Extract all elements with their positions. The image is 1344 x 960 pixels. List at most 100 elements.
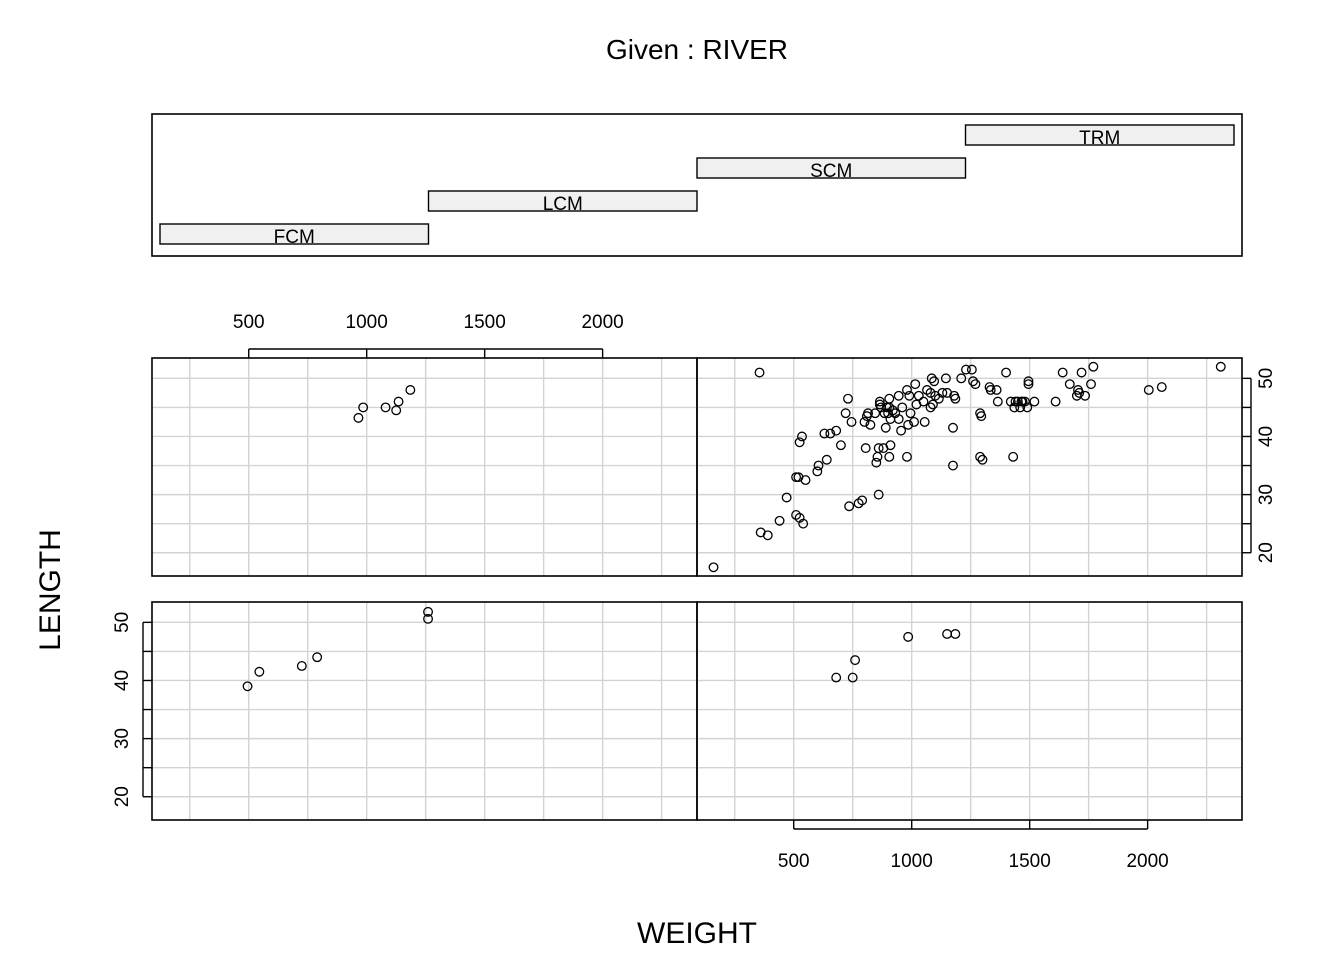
data-point [1086,379,1096,390]
panel-frame [151,357,698,577]
data-point [977,454,988,465]
data-point [925,402,936,413]
data-point [825,428,836,439]
data-point [840,408,851,419]
data-point [871,457,882,468]
y-tick-label: 30 [1256,484,1277,505]
data-point [1050,396,1061,407]
data-point [1029,396,1040,407]
data-point [1023,379,1034,390]
x-tick-label: 1500 [1009,851,1051,872]
data-point [991,385,1002,395]
given-bar-trm [964,124,1235,146]
data-point [843,393,853,404]
y-tick-label: 20 [1256,542,1277,563]
given-bar-scm [696,157,967,179]
data-point [797,431,807,442]
data-point [254,666,265,677]
data-point [1215,361,1226,372]
data-point [423,613,433,624]
data-point [708,562,719,573]
data-point [1156,382,1167,393]
y-tick-label: 50 [112,612,133,633]
axes: 500 1000 1500 2000 500 1000 1500 2000 20 30 40 50 20… [112,312,1277,872]
data-point [847,672,858,683]
y-axis-title: LENGTH [34,529,67,651]
data-point [893,414,904,424]
given-label-fcm: FCM [274,227,315,248]
panel-scm [151,357,698,577]
data-point [831,425,842,436]
data-point [1088,361,1099,372]
data-point [798,518,809,529]
data-point [896,425,907,436]
data-point [937,387,948,398]
data-point [794,437,805,448]
data-point [873,489,884,500]
panel-frame [696,357,1243,577]
given-title: Given : RIVER [606,34,788,65]
data-point [819,428,830,439]
data-point [242,681,253,692]
data-point [870,408,881,419]
data-point [926,373,937,384]
panel-fcm [151,601,698,821]
data-point [910,379,921,390]
data-point [903,419,914,430]
data-point [1023,376,1034,387]
data-point [976,411,987,422]
data-point [844,501,855,512]
data-point [975,451,986,462]
data-point [1076,367,1087,378]
data-point [859,416,870,427]
data-point [863,408,873,419]
data-point [966,364,977,375]
x-tick-label: 2000 [581,312,623,333]
data-point [948,460,958,471]
data-point [902,385,912,395]
x-tick-label: 1500 [464,312,506,333]
data-point [812,466,823,477]
data-point [865,419,876,430]
given-bar-lcm [427,190,698,212]
data-point [800,475,811,486]
data-point [985,385,996,395]
data-point [296,660,307,671]
data-point [1080,390,1091,401]
data-point [918,396,929,407]
panel-frame [151,601,698,821]
y-tick-label: 20 [112,786,133,807]
data-point [880,422,891,433]
data-point [1015,402,1026,413]
data-point [781,492,792,503]
data-point [874,396,885,407]
data-point [950,629,961,639]
panel-frame [696,601,1243,821]
data-point [1064,379,1075,390]
data-point [961,364,971,375]
data-point [950,393,961,404]
data-point [405,385,416,395]
given-label-trm: TRM [1079,128,1120,149]
data-point [929,376,940,387]
given-label-scm: SCM [810,161,852,182]
given-bar-fcm [159,223,430,245]
data-point [1012,396,1023,407]
given-strip-panel: FCM LCM SCM TRM [151,113,1243,257]
data-point [1001,367,1012,378]
given-panel-frame [151,113,1243,257]
data-point [919,416,930,427]
given-label-lcm: LCM [543,194,583,215]
x-axis-title: WEIGHT [637,917,757,950]
data-point [393,396,404,407]
data-point [902,451,912,462]
data-point [391,405,402,416]
data-point [857,495,868,506]
x-tick-label: 1000 [346,312,388,333]
data-point [897,402,908,413]
data-point [904,390,915,401]
data-point [831,672,842,683]
panel-trm [696,357,1243,577]
data-point [754,367,765,378]
